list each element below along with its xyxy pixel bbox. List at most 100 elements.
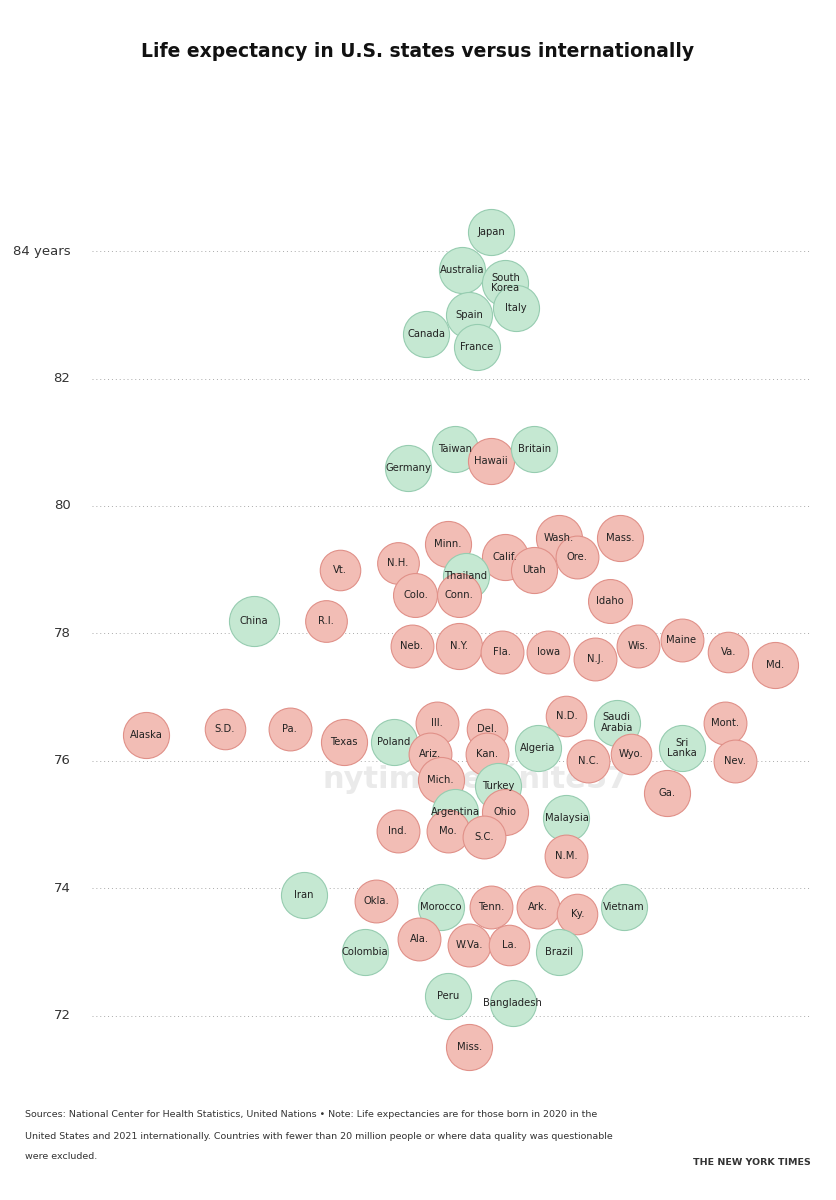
Point (387, 732, 400, 751)
Text: Vt.: Vt. (333, 565, 347, 575)
Text: Saudi
Arabia: Saudi Arabia (600, 712, 633, 733)
Text: Poland: Poland (377, 737, 410, 746)
Point (359, 942, 372, 961)
Point (420, 324, 433, 343)
Text: Del.: Del. (477, 724, 497, 734)
Text: Vietnam: Vietnam (604, 902, 645, 912)
Point (434, 898, 447, 917)
Point (481, 719, 494, 738)
Text: Mich.: Mich. (427, 775, 454, 785)
Point (334, 560, 347, 580)
Point (456, 260, 469, 280)
Text: S.C.: S.C. (474, 832, 493, 842)
Point (531, 738, 544, 757)
Point (675, 630, 688, 649)
Text: 82: 82 (54, 372, 70, 385)
Point (495, 643, 508, 662)
Text: South
Korea: South Korea (491, 272, 520, 293)
Point (675, 738, 688, 757)
Point (570, 547, 584, 566)
Point (768, 655, 782, 674)
Point (718, 713, 732, 732)
Text: Mo.: Mo. (439, 826, 456, 836)
Text: Kan.: Kan. (477, 749, 498, 760)
Point (139, 726, 152, 745)
Point (247, 611, 261, 630)
Text: S.D.: S.D. (215, 724, 235, 734)
Text: Conn.: Conn. (444, 590, 473, 600)
Text: 76: 76 (54, 755, 70, 767)
Text: R.I.: R.I. (318, 616, 334, 625)
Text: Wyo.: Wyo. (619, 749, 644, 760)
Point (560, 847, 573, 866)
Point (531, 898, 544, 917)
Text: Idaho: Idaho (596, 596, 624, 606)
Point (498, 274, 512, 293)
Text: Maine: Maine (666, 635, 696, 644)
Point (405, 636, 419, 655)
Point (319, 611, 333, 630)
Text: 74: 74 (54, 882, 70, 895)
Text: N.C.: N.C. (578, 756, 599, 766)
Point (528, 560, 541, 580)
Text: Ill.: Ill. (431, 718, 443, 727)
Point (452, 586, 466, 605)
Text: Canada: Canada (407, 329, 446, 338)
Point (484, 222, 497, 241)
Point (553, 942, 566, 961)
Text: Minn.: Minn. (434, 539, 461, 550)
Text: N.D.: N.D. (556, 712, 578, 721)
Text: Wis.: Wis. (628, 641, 649, 652)
Point (484, 898, 497, 917)
Text: Japan: Japan (477, 227, 505, 236)
Text: N.J.: N.J. (587, 654, 604, 664)
Text: Australia: Australia (440, 265, 485, 275)
Point (498, 547, 512, 566)
Text: Ind.: Ind. (388, 826, 407, 836)
Point (401, 458, 415, 478)
Point (502, 936, 516, 955)
Point (448, 439, 461, 458)
Text: Fla.: Fla. (492, 648, 511, 658)
Point (542, 643, 555, 662)
Point (632, 636, 645, 655)
Text: China: China (239, 616, 268, 625)
Point (441, 821, 455, 840)
Point (553, 528, 566, 547)
Text: Mont.: Mont. (711, 718, 739, 727)
Point (370, 892, 383, 911)
Point (506, 994, 519, 1013)
Point (570, 904, 584, 923)
Point (463, 305, 477, 324)
Text: Ala.: Ala. (410, 934, 429, 944)
Point (390, 553, 404, 572)
Text: Md.: Md. (766, 660, 784, 670)
Point (721, 643, 735, 662)
Point (218, 719, 232, 738)
Text: Mass.: Mass. (606, 533, 635, 542)
Text: Ky.: Ky. (570, 908, 584, 919)
Text: United States and 2021 internationally. Countries with fewer than 20 million peo: United States and 2021 internationally. … (25, 1132, 613, 1140)
Point (484, 451, 497, 470)
Text: 80: 80 (54, 499, 70, 512)
Point (560, 707, 573, 726)
Point (581, 751, 594, 770)
Point (624, 745, 638, 764)
Text: Calif.: Calif. (493, 552, 517, 562)
Text: Colo.: Colo. (403, 590, 428, 600)
Point (409, 586, 422, 605)
Text: Hawaii: Hawaii (474, 456, 507, 467)
Text: Ga.: Ga. (659, 787, 675, 798)
Text: Peru: Peru (436, 991, 459, 1002)
Text: Malaysia: Malaysia (544, 814, 589, 823)
Text: Britain: Britain (517, 444, 551, 454)
Text: Okla.: Okla. (363, 896, 389, 906)
Point (617, 898, 630, 917)
Point (459, 566, 472, 586)
Text: La.: La. (502, 941, 517, 950)
Point (528, 439, 541, 458)
Text: N.Y.: N.Y. (450, 641, 467, 652)
Point (729, 751, 742, 770)
Text: W.Va.: W.Va. (456, 941, 483, 950)
Text: France: France (460, 342, 493, 352)
